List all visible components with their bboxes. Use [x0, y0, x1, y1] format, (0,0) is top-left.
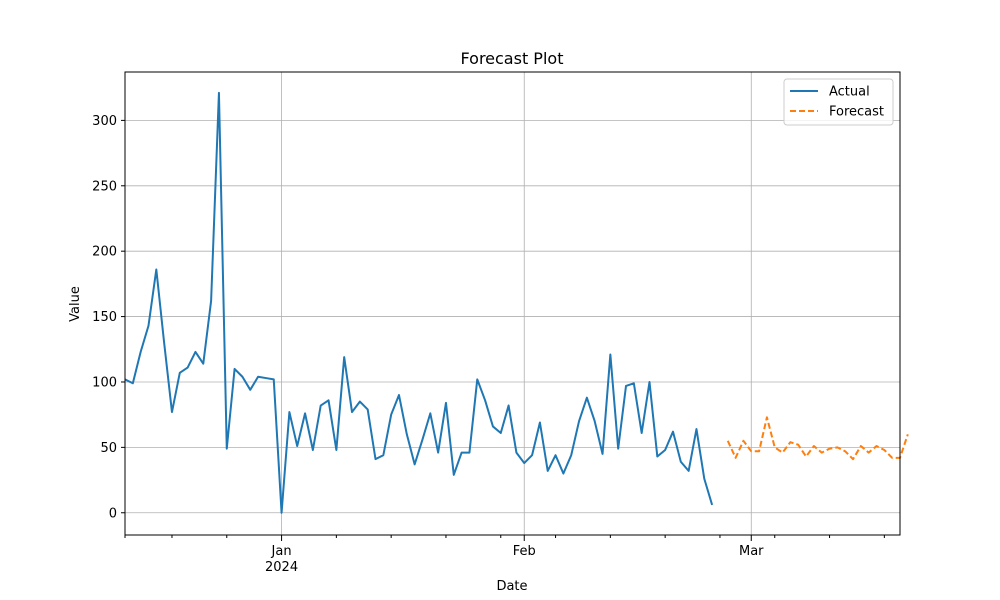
- legend: Actual Forecast: [783, 78, 894, 126]
- y-tick-label: 300: [92, 114, 117, 129]
- legend-label-actual: Actual: [829, 85, 870, 100]
- chart-title: Forecast Plot: [461, 49, 564, 68]
- y-tick-label: 100: [92, 375, 117, 390]
- y-tick-label: 200: [92, 245, 117, 260]
- series-line-actual: [124, 91, 714, 514]
- series-line-forecast: [726, 416, 909, 461]
- legend-label-forecast: Forecast: [829, 105, 884, 120]
- x-tick-sublabel: 2024: [265, 560, 298, 575]
- y-tick-label: 50: [100, 441, 117, 456]
- y-axis: 0 50 100 150 200 250 300: [92, 114, 125, 521]
- x-tick-label: Jan: [271, 544, 292, 559]
- x-tick-label: Feb: [513, 544, 536, 559]
- series-layer: [124, 91, 909, 514]
- x-tick-label: Mar: [739, 544, 764, 559]
- y-tick-label: 0: [109, 506, 117, 521]
- y-axis-label: Value: [68, 286, 83, 322]
- y-tick-label: 150: [92, 310, 117, 325]
- plot-frame: [124, 71, 901, 536]
- x-axis-label: Date: [496, 579, 527, 594]
- y-tick-label: 250: [92, 179, 117, 194]
